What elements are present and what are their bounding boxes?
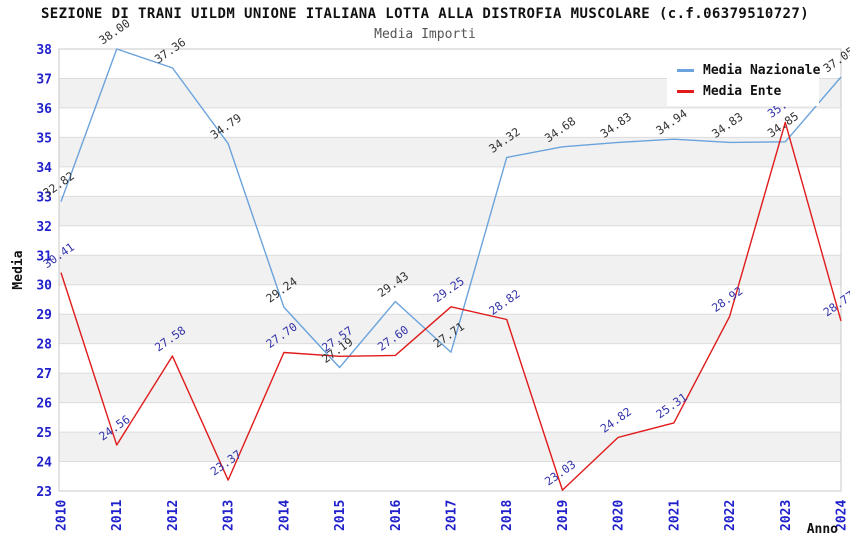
x-tick-label: 2021 xyxy=(667,500,682,531)
legend-swatch-media-nazionale-icon xyxy=(677,69,694,72)
plot-band xyxy=(59,343,841,374)
chart-subtitle: Media Importi xyxy=(374,27,476,42)
chart-title: SEZIONE DI TRANI UILDM UNIONE ITALIANA L… xyxy=(40,6,810,22)
plot-band xyxy=(59,196,841,226)
plot-band xyxy=(59,314,841,344)
x-tick-label: 2011 xyxy=(110,500,125,531)
y-axis-title: Media xyxy=(11,250,26,289)
plot-band xyxy=(59,166,841,197)
y-tick-label: 38 xyxy=(36,43,52,58)
y-tick-label: 27 xyxy=(36,367,52,382)
y-tick-label: 28 xyxy=(36,338,52,353)
x-tick-label: 2020 xyxy=(612,500,627,531)
legend-item-media-nazionale: Media Nazionale xyxy=(677,63,820,78)
x-tick-label: 2024 xyxy=(835,500,850,531)
y-tick-label: 23 xyxy=(36,485,52,500)
y-tick-label: 35 xyxy=(36,131,52,146)
legend: Media Nazionale Media Ente xyxy=(667,57,820,106)
legend-label: Media Ente xyxy=(703,84,782,99)
plot-band xyxy=(59,137,841,167)
y-tick-label: 26 xyxy=(36,397,52,412)
y-tick-label: 37 xyxy=(36,72,52,87)
y-tick-label: 33 xyxy=(36,190,52,205)
plot-band xyxy=(59,255,841,285)
point-label-media-nazionale: 38.00 xyxy=(96,16,132,47)
y-tick-label: 30 xyxy=(36,279,52,294)
plot-band xyxy=(59,284,841,315)
plot-band xyxy=(59,402,841,433)
x-tick-label: 2015 xyxy=(333,500,348,531)
x-tick-label: 2013 xyxy=(222,500,237,531)
plot-band xyxy=(59,107,841,138)
x-tick-label: 2017 xyxy=(445,500,460,531)
plot-border xyxy=(58,48,842,492)
x-tick-label: 2022 xyxy=(723,500,738,531)
legend-swatch-media-ente-icon xyxy=(677,90,694,93)
legend-label: Media Nazionale xyxy=(703,63,821,78)
plot-band xyxy=(59,461,841,491)
x-axis-title: Anno xyxy=(807,522,838,537)
series-line-media-nazionale xyxy=(60,48,842,369)
y-tick-label: 34 xyxy=(36,161,52,176)
y-tick-label: 24 xyxy=(36,456,52,471)
plot-band xyxy=(59,432,841,462)
x-tick-label: 2014 xyxy=(277,500,292,531)
y-tick-label: 32 xyxy=(36,220,52,235)
y-tick-label: 25 xyxy=(36,426,52,441)
x-tick-label: 2012 xyxy=(166,500,181,531)
x-tick-label: 2016 xyxy=(389,500,404,531)
series-line-media-ente xyxy=(60,121,842,491)
x-tick-label: 2010 xyxy=(55,500,70,531)
x-tick-label: 2018 xyxy=(500,500,515,531)
plot-band xyxy=(59,225,841,256)
legend-item-media-ente: Media Ente xyxy=(677,84,811,99)
y-tick-label: 29 xyxy=(36,308,52,323)
plot-band xyxy=(59,373,841,403)
x-tick-label: 2019 xyxy=(556,500,571,531)
y-tick-label: 31 xyxy=(36,249,52,264)
x-tick-label: 2023 xyxy=(779,500,794,531)
y-tick-label: 36 xyxy=(36,102,52,117)
